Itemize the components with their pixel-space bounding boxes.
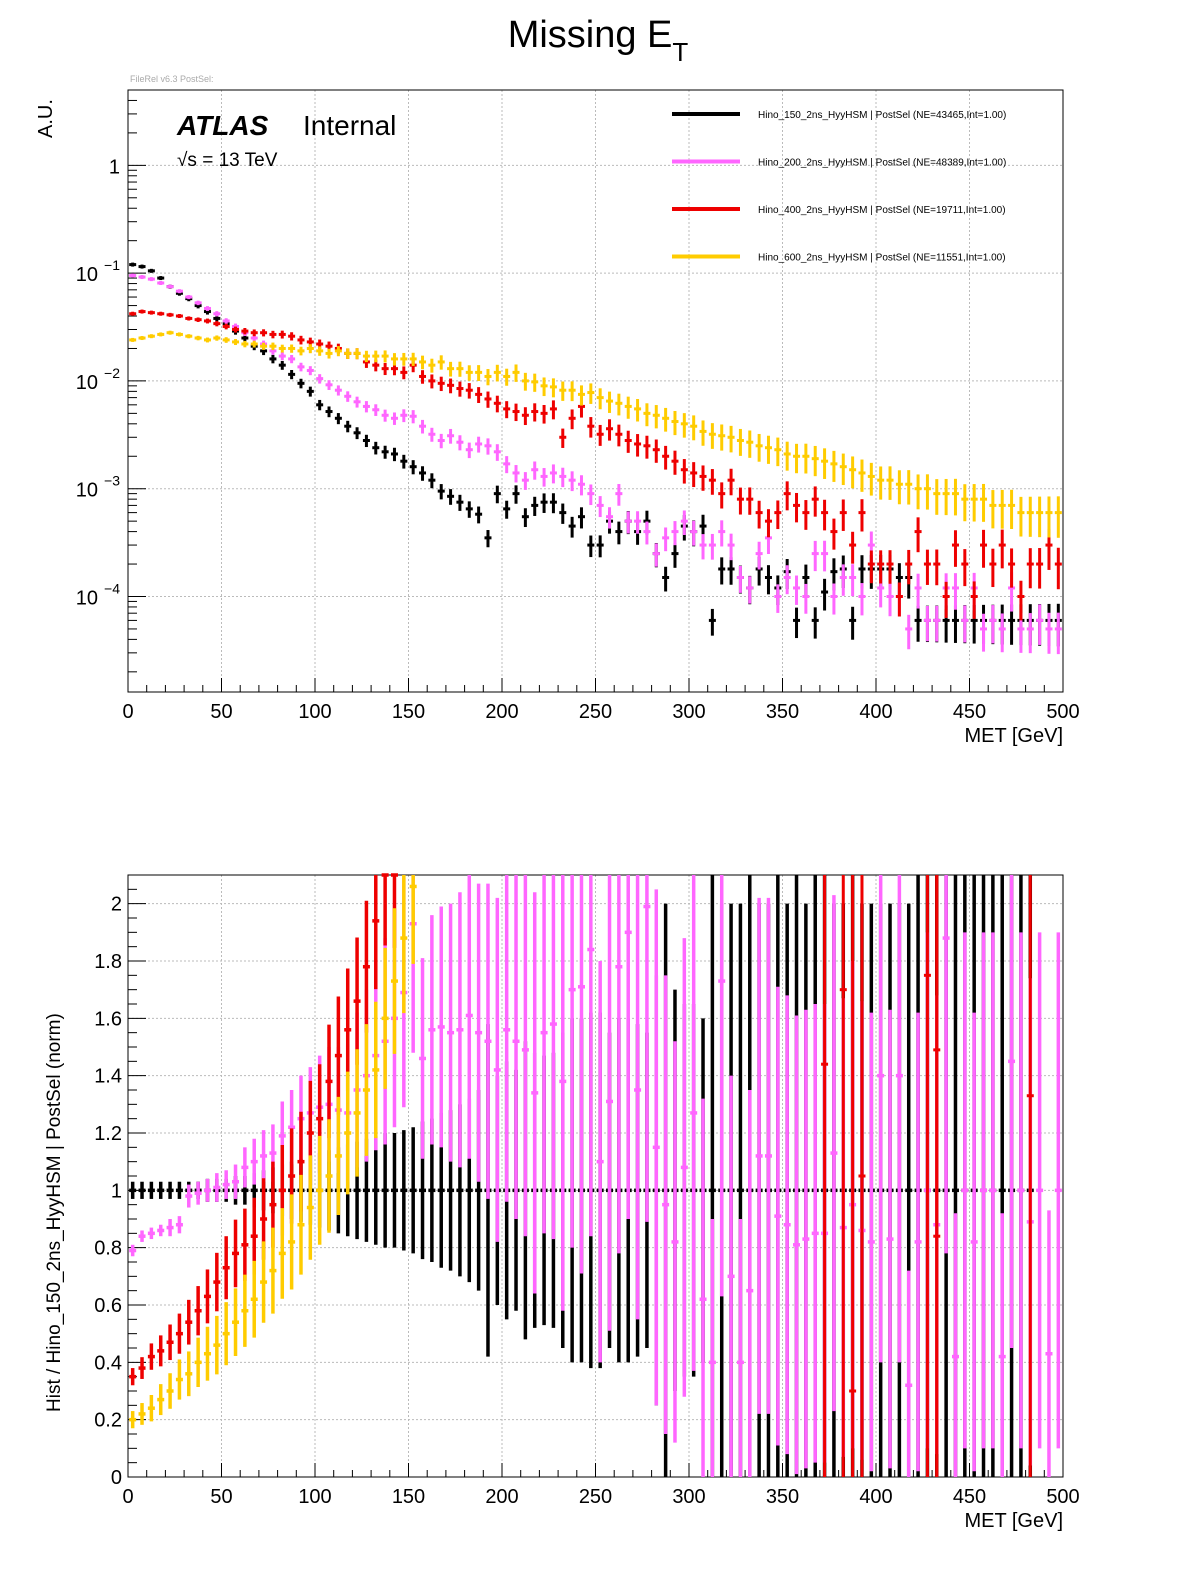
y-tick-label: 0.4 — [94, 1352, 122, 1374]
x-tick-label: 400 — [859, 701, 892, 723]
x-tick-label: 0 — [122, 701, 133, 723]
series-hino400 — [129, 309, 1062, 621]
y-tick-exponent: −1 — [104, 257, 120, 273]
energy-label: √s = 13 TeV — [177, 150, 278, 171]
y-tick-label: 0.2 — [94, 1410, 122, 1432]
x-tick-label: 300 — [672, 1486, 705, 1508]
y-axis-label: Hist / Hino_150_2ns_HyyHSM | PostSel (no… — [44, 1013, 65, 1412]
x-tick-label: 200 — [485, 701, 518, 723]
x-tick-label: 300 — [672, 701, 705, 723]
atlas-status: Internal — [303, 110, 396, 141]
chart-title: Missing ET — [507, 14, 689, 67]
x-tick-label: 350 — [766, 701, 799, 723]
y-tick-label: 0.8 — [94, 1238, 122, 1260]
y-tick-label: 10 — [76, 587, 98, 609]
y-axis-label: A.U. — [35, 99, 57, 138]
y-tick-label: 1.4 — [94, 1066, 122, 1088]
ratio-series-hino400-tail — [821, 875, 1034, 1477]
y-tick-exponent: −4 — [104, 580, 120, 596]
x-tick-label: 100 — [298, 1486, 331, 1508]
x-axis-label: MET [GeV] — [964, 725, 1063, 747]
y-tick-exponent: −3 — [104, 473, 120, 489]
x-tick-label: 50 — [210, 701, 232, 723]
y-tick-label: 10 — [76, 264, 98, 286]
x-axis-label: MET [GeV] — [964, 1510, 1063, 1532]
y-tick-label: 1 — [111, 1180, 122, 1202]
x-tick-label: 50 — [210, 1486, 232, 1508]
x-tick-label: 500 — [1046, 701, 1079, 723]
y-tick-label: 1 — [109, 156, 120, 178]
x-tick-label: 350 — [766, 1486, 799, 1508]
x-tick-label: 250 — [579, 1486, 612, 1508]
y-tick-label: 1.6 — [94, 1008, 122, 1030]
legend-label: Hino_150_2ns_HyyHSM | PostSel (NE=43465,… — [758, 110, 1006, 121]
y-tick-label: 0.6 — [94, 1295, 122, 1317]
y-tick-label: 1.8 — [94, 951, 122, 973]
x-tick-label: 0 — [122, 1486, 133, 1508]
legend-label: Hino_600_2ns_HyyHSM | PostSel (NE=11551,… — [758, 253, 1006, 264]
x-tick-label: 450 — [953, 701, 986, 723]
x-tick-label: 150 — [392, 1486, 425, 1508]
y-tick-label: 10 — [76, 480, 98, 502]
legend-label: Hino_400_2ns_HyyHSM | PostSel (NE=19711,… — [758, 205, 1006, 216]
y-tick-label: 10 — [76, 372, 98, 394]
x-tick-label: 100 — [298, 701, 331, 723]
y-tick-label: 2 — [111, 894, 122, 916]
x-tick-label: 250 — [579, 701, 612, 723]
file-release-tag: FileRel v6.3 PostSel: — [130, 74, 214, 84]
atlas-label: ATLAS — [176, 110, 269, 141]
series-hino600 — [129, 330, 1062, 538]
legend-label: Hino_200_2ns_HyyHSM | PostSel (NE=48389,… — [758, 158, 1006, 169]
x-tick-label: 450 — [953, 1486, 986, 1508]
ratio-series-hino600 — [129, 875, 417, 1429]
y-tick-label: 1.2 — [94, 1123, 122, 1145]
x-tick-label: 200 — [485, 1486, 518, 1508]
y-tick-label: 0 — [111, 1467, 122, 1489]
x-tick-label: 500 — [1046, 1486, 1079, 1508]
x-tick-label: 150 — [392, 701, 425, 723]
y-tick-exponent: −2 — [104, 365, 120, 381]
x-tick-label: 400 — [859, 1486, 892, 1508]
